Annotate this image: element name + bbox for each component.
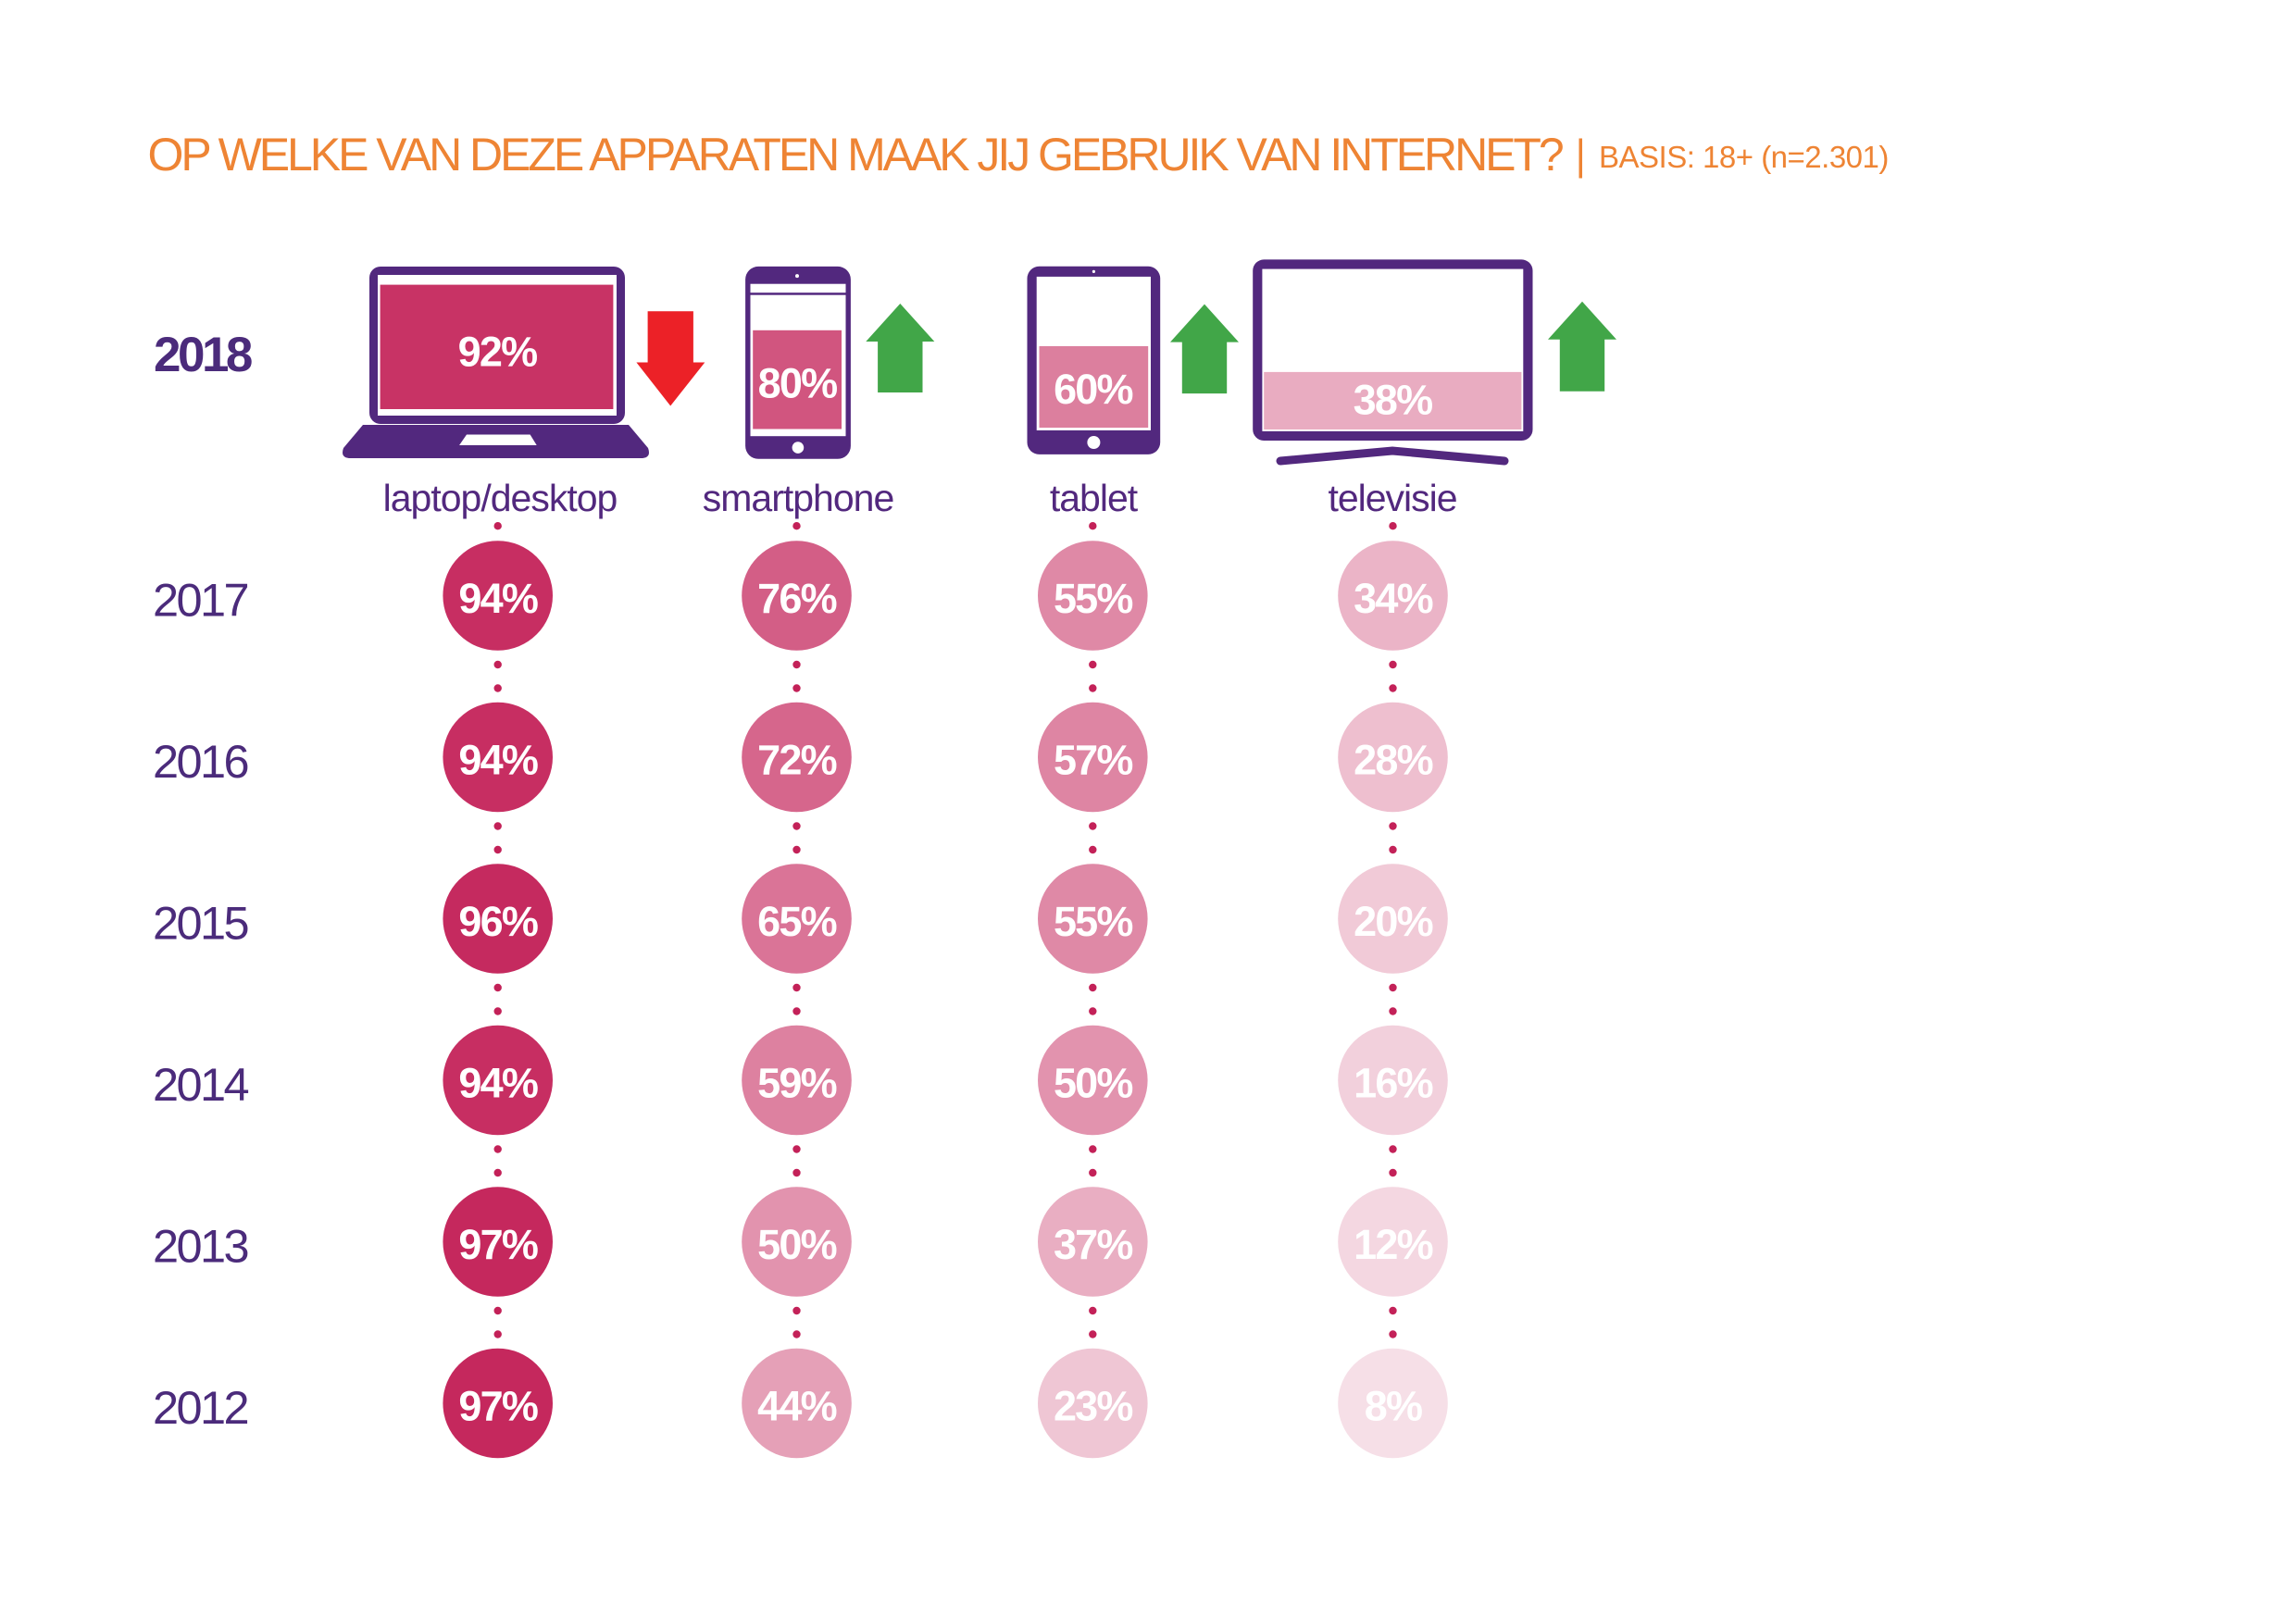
svg-text:50%: 50% <box>1054 1060 1132 1107</box>
svg-text:97%: 97% <box>458 1383 537 1430</box>
svg-text:72%: 72% <box>757 737 836 784</box>
svg-text:2016: 2016 <box>153 735 247 788</box>
svg-text:97%: 97% <box>458 1221 537 1268</box>
svg-text:65%: 65% <box>757 898 836 945</box>
svg-text:OP WELKE VAN DEZE APPARATEN MA: OP WELKE VAN DEZE APPARATEN MAAK JIJ GEB… <box>148 129 1563 180</box>
svg-text:BASIS: 18+ (n=2.301): BASIS: 18+ (n=2.301) <box>1599 140 1889 174</box>
svg-text:34%: 34% <box>1354 575 1432 622</box>
svg-text:tablet: tablet <box>1050 477 1139 519</box>
svg-text:16%: 16% <box>1354 1060 1432 1107</box>
svg-text:televisie: televisie <box>1328 477 1456 519</box>
svg-text:50%: 50% <box>757 1221 836 1268</box>
svg-text:37%: 37% <box>1054 1221 1132 1268</box>
svg-text:60%: 60% <box>1054 366 1132 413</box>
svg-text:44%: 44% <box>757 1383 836 1430</box>
svg-text:2018: 2018 <box>154 328 252 382</box>
svg-text:59%: 59% <box>757 1060 836 1107</box>
svg-text:55%: 55% <box>1054 898 1132 945</box>
svg-text:12%: 12% <box>1354 1221 1432 1268</box>
svg-text:smartphone: smartphone <box>703 477 894 519</box>
svg-text:8%: 8% <box>1365 1383 1422 1430</box>
svg-text:20%: 20% <box>1354 898 1432 945</box>
svg-text:23%: 23% <box>1054 1383 1132 1430</box>
svg-text:2013: 2013 <box>153 1220 247 1273</box>
svg-text:2017: 2017 <box>153 574 247 627</box>
svg-text:80%: 80% <box>758 360 837 407</box>
svg-text:28%: 28% <box>1354 737 1432 784</box>
svg-text:94%: 94% <box>458 1060 537 1107</box>
svg-text:2015: 2015 <box>153 897 247 950</box>
svg-text:38%: 38% <box>1354 377 1432 424</box>
svg-text:94%: 94% <box>458 575 537 622</box>
svg-text:2012: 2012 <box>153 1381 247 1434</box>
svg-text:76%: 76% <box>757 575 836 622</box>
svg-text:92%: 92% <box>458 329 537 376</box>
svg-text:57%: 57% <box>1054 737 1132 784</box>
svg-text:laptop/desktop: laptop/desktop <box>383 477 618 519</box>
svg-text:96%: 96% <box>458 898 537 945</box>
svg-text:94%: 94% <box>458 737 537 784</box>
svg-text:55%: 55% <box>1054 575 1132 622</box>
svg-text:2014: 2014 <box>153 1058 248 1111</box>
